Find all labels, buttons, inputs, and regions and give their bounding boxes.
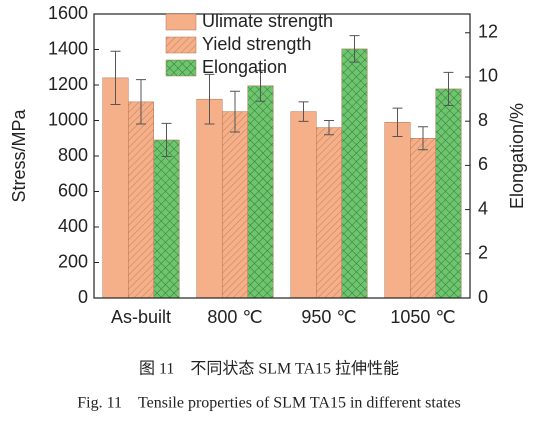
x-tick-label: 950 ℃ (301, 307, 356, 327)
legend-swatch (165, 36, 197, 54)
error-bar (418, 126, 428, 151)
y-tick-label: 200 (58, 251, 88, 271)
y2-tick-label: 0 (478, 287, 488, 307)
y-tick-label: 0 (78, 287, 88, 307)
error-bar (161, 122, 172, 158)
bar (410, 138, 436, 299)
caption-cn: 图 11 不同状态 SLM TA15 拉伸性能 (139, 360, 399, 378)
legend-label: Elongation (202, 57, 287, 77)
legend-swatch (165, 59, 197, 77)
y-tick-label: 1600 (48, 3, 88, 23)
bar (102, 77, 129, 299)
error-bar (255, 69, 266, 102)
y-tick-label: 600 (58, 180, 88, 200)
legend-label: Yield strength (202, 34, 311, 54)
caption-en: Fig. 11 Tensile properties of SLM TA15 i… (77, 395, 460, 412)
plot-frame (93, 13, 471, 299)
bar (316, 127, 342, 299)
bar (384, 122, 411, 299)
y2-tick-label: 12 (478, 22, 498, 42)
bar (128, 101, 154, 299)
error-bar (349, 35, 360, 63)
y2-tick-label: 2 (478, 243, 488, 263)
error-bar (110, 50, 121, 106)
error-bar (298, 101, 309, 122)
error-bar (392, 107, 403, 137)
error-bar (204, 73, 215, 125)
legend-label: Ulimate strength (202, 11, 333, 31)
bar (153, 139, 180, 299)
y-tick-label: 1400 (48, 38, 88, 58)
y2-tick-label: 4 (478, 198, 488, 218)
error-bar (443, 71, 454, 106)
x-tick-label: 800 ℃ (207, 307, 262, 327)
error-bar (136, 79, 146, 125)
bar (290, 111, 317, 299)
y-axis-label: Stress/MPa (9, 109, 29, 203)
y-tick-label: 800 (58, 145, 88, 165)
legend-swatch (165, 13, 197, 31)
y-tick-label: 1200 (48, 74, 88, 94)
x-tick-label: 1050 ℃ (390, 307, 455, 327)
y2-tick-label: 8 (478, 110, 488, 130)
y-tick-label: 400 (58, 216, 88, 236)
bar (222, 111, 248, 299)
bar (341, 48, 368, 299)
y-tick-label: 1000 (48, 109, 88, 129)
x-tick-label: As-built (111, 307, 171, 327)
y2-tick-label: 6 (478, 154, 488, 174)
bar (196, 98, 223, 299)
error-bar (230, 90, 240, 133)
error-bar (324, 120, 334, 136)
y2-tick-label: 10 (478, 66, 498, 86)
y2-axis-label: Elongation/% (507, 103, 527, 209)
bar (247, 85, 274, 299)
bar (435, 88, 462, 299)
